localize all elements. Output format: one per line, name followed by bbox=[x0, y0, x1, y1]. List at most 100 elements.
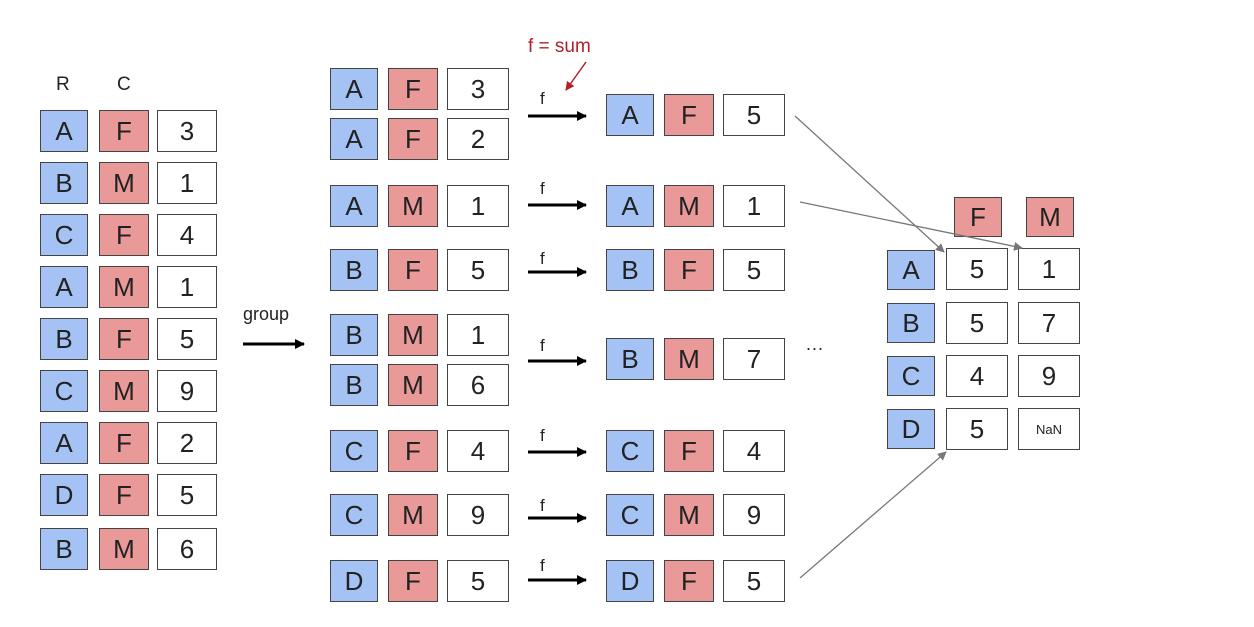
result-col-key: F bbox=[664, 94, 714, 136]
group-value: 1 bbox=[447, 314, 509, 356]
pivot-row-header: D bbox=[887, 409, 935, 449]
source-value: 9 bbox=[157, 370, 217, 412]
function-label: f bbox=[540, 496, 545, 515]
function-label: f bbox=[540, 426, 545, 445]
result-row-key: A bbox=[606, 94, 654, 136]
group-col-key: F bbox=[388, 430, 438, 472]
source-value: 5 bbox=[157, 318, 217, 360]
source-value: 3 bbox=[157, 110, 217, 152]
result-value: 9 bbox=[723, 494, 785, 536]
annotation-arrow-icon bbox=[565, 61, 587, 91]
source-header-col-key: C bbox=[117, 74, 131, 95]
source-col-key: F bbox=[99, 422, 149, 464]
source-col-key: F bbox=[99, 318, 149, 360]
source-row-key: C bbox=[40, 214, 88, 256]
source-row-key: D bbox=[40, 474, 88, 516]
source-value: 2 bbox=[157, 422, 217, 464]
result-value: 4 bbox=[723, 430, 785, 472]
result-value: 5 bbox=[723, 94, 785, 136]
pivot-row-header: A bbox=[887, 250, 935, 290]
ellipsis: ... bbox=[806, 334, 825, 354]
source-row-key: A bbox=[40, 110, 88, 152]
pivot-value: 5 bbox=[946, 248, 1008, 290]
result-col-key: F bbox=[664, 430, 714, 472]
pivot-value: 5 bbox=[946, 408, 1008, 450]
group-row-key: C bbox=[330, 494, 378, 536]
source-row-key: B bbox=[40, 162, 88, 204]
annotation-label: f = sum bbox=[528, 36, 591, 57]
group-label: group bbox=[243, 304, 290, 324]
pivot-value: 1 bbox=[1018, 248, 1080, 290]
pivot-row-header: C bbox=[887, 356, 935, 396]
group-col-key: M bbox=[388, 494, 438, 536]
group-col-key: F bbox=[388, 249, 438, 291]
source-row-key: C bbox=[40, 370, 88, 412]
group-value: 2 bbox=[447, 118, 509, 160]
group-value: 6 bbox=[447, 364, 509, 406]
group-value: 5 bbox=[447, 249, 509, 291]
result-value: 1 bbox=[723, 185, 785, 227]
result-value: 5 bbox=[723, 560, 785, 602]
source-row-key: B bbox=[40, 528, 88, 570]
source-col-key: M bbox=[99, 162, 149, 204]
source-header-row-key: R bbox=[56, 74, 70, 95]
group-row-key: D bbox=[330, 560, 378, 602]
source-col-key: M bbox=[99, 370, 149, 412]
result-col-key: M bbox=[664, 338, 714, 380]
source-col-key: M bbox=[99, 528, 149, 570]
result-row-key: C bbox=[606, 494, 654, 536]
source-value: 5 bbox=[157, 474, 217, 516]
function-label: f bbox=[540, 89, 545, 108]
pivot-value: 4 bbox=[946, 355, 1008, 397]
group-row-key: A bbox=[330, 185, 378, 227]
group-col-key: F bbox=[388, 560, 438, 602]
source-row-key: A bbox=[40, 422, 88, 464]
result-row-key: C bbox=[606, 430, 654, 472]
result-row-key: B bbox=[606, 249, 654, 291]
group-row-key: C bbox=[330, 430, 378, 472]
group-col-key: F bbox=[388, 68, 438, 110]
connector-line bbox=[794, 115, 945, 253]
group-value: 4 bbox=[447, 430, 509, 472]
pivot-row-header: B bbox=[887, 303, 935, 343]
result-row-key: B bbox=[606, 338, 654, 380]
result-col-key: M bbox=[664, 185, 714, 227]
group-col-key: M bbox=[388, 314, 438, 356]
pivot-col-header: M bbox=[1026, 197, 1074, 237]
pivot-col-header: F bbox=[954, 197, 1002, 237]
group-value: 5 bbox=[447, 560, 509, 602]
pivot-value-nan: NaN bbox=[1018, 408, 1080, 450]
group-value: 3 bbox=[447, 68, 509, 110]
group-row-key: B bbox=[330, 364, 378, 406]
group-col-key: F bbox=[388, 118, 438, 160]
source-col-key: F bbox=[99, 474, 149, 516]
result-value: 5 bbox=[723, 249, 785, 291]
group-value: 1 bbox=[447, 185, 509, 227]
group-row-key: B bbox=[330, 249, 378, 291]
result-col-key: M bbox=[664, 494, 714, 536]
source-value: 1 bbox=[157, 266, 217, 308]
group-col-key: M bbox=[388, 364, 438, 406]
connector-line bbox=[799, 451, 947, 579]
result-row-key: D bbox=[606, 560, 654, 602]
group-row-key: A bbox=[330, 68, 378, 110]
group-col-key: M bbox=[388, 185, 438, 227]
source-col-key: F bbox=[99, 214, 149, 256]
function-label: f bbox=[540, 179, 545, 198]
result-col-key: F bbox=[664, 249, 714, 291]
source-col-key: F bbox=[99, 110, 149, 152]
function-label: f bbox=[540, 556, 545, 575]
result-value: 7 bbox=[723, 338, 785, 380]
group-row-key: A bbox=[330, 118, 378, 160]
source-value: 1 bbox=[157, 162, 217, 204]
result-row-key: A bbox=[606, 185, 654, 227]
source-value: 6 bbox=[157, 528, 217, 570]
group-value: 9 bbox=[447, 494, 509, 536]
source-row-key: A bbox=[40, 266, 88, 308]
source-value: 4 bbox=[157, 214, 217, 256]
pivot-value: 5 bbox=[946, 302, 1008, 344]
result-col-key: F bbox=[664, 560, 714, 602]
group-row-key: B bbox=[330, 314, 378, 356]
function-label: f bbox=[540, 249, 545, 268]
